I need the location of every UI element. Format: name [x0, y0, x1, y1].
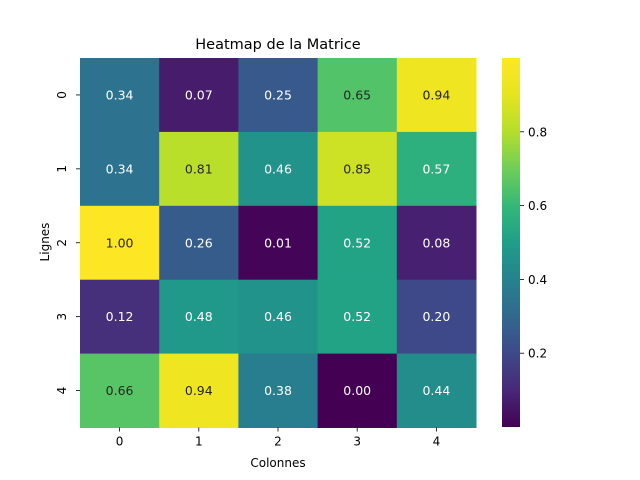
cell-value-label: 0.08	[422, 235, 450, 250]
chart-title: Heatmap de la Matrice	[195, 37, 361, 53]
heatmap-cell	[238, 131, 319, 207]
heatmap-cell	[396, 58, 477, 133]
cell-value-label: 0.20	[422, 309, 450, 324]
heatmap-cell	[317, 353, 398, 428]
heatmap-cell	[317, 131, 398, 207]
x-tick-label: 1	[195, 435, 203, 449]
heatmap-cell	[80, 205, 160, 281]
heatmap-cell	[317, 279, 398, 355]
cell-value-label: 0.94	[185, 383, 213, 398]
cell-value-label: 0.12	[106, 309, 134, 324]
colorbar-tick-label: 0.6	[528, 199, 547, 213]
x-tick-label: 0	[116, 435, 124, 449]
heatmap-cell	[238, 279, 319, 355]
y-axis: 0 1 2 3 4	[55, 91, 80, 394]
heatmap-cell	[159, 353, 239, 428]
colorbar-gradient	[502, 58, 520, 427]
cell-value-label: 0.01	[264, 235, 292, 250]
heatmap-cell	[80, 279, 160, 355]
heatmap-cell	[80, 58, 160, 133]
cell-value-label: 0.48	[185, 309, 213, 324]
heatmap-cell	[238, 205, 319, 281]
y-tick-label: 3	[55, 313, 69, 321]
cell-value-label: 0.94	[422, 87, 450, 102]
y-tick-label: 4	[55, 387, 69, 395]
heatmap-cell	[317, 205, 398, 281]
cell-value-label: 0.25	[264, 87, 292, 102]
cell-value-label: 0.81	[185, 161, 213, 176]
x-tick-label: 2	[274, 435, 282, 449]
cell-value-label: 0.46	[264, 161, 292, 176]
cell-value-label: 0.85	[343, 161, 371, 176]
y-tick-label: 1	[55, 165, 69, 173]
colorbar: 0.2 0.4 0.6 0.8	[502, 58, 547, 427]
y-tick-label: 2	[55, 239, 69, 247]
heatmap-grid: 0.34 0.07 0.25 0.65 0.94 0.34 0.81 0.46 0.85 0.57…	[80, 58, 477, 428]
cell-value-label: 0.52	[343, 235, 371, 250]
x-axis-label: Colonnes	[250, 456, 305, 470]
heatmap-cell	[80, 131, 160, 207]
cell-value-label: 0.34	[106, 161, 134, 176]
cell-value-label: 0.57	[422, 161, 450, 176]
colorbar-tick-label: 0.8	[528, 125, 547, 139]
heatmap-cell	[396, 353, 477, 428]
x-tick-label: 3	[353, 435, 361, 449]
y-tick-label: 0	[55, 91, 69, 99]
heatmap-cell	[159, 131, 239, 207]
colorbar-tick-label: 0.4	[528, 273, 547, 287]
heatmap-cell	[80, 353, 160, 428]
heatmap-cell	[396, 131, 477, 207]
cell-value-label: 0.07	[185, 87, 213, 102]
cell-value-label: 0.66	[106, 383, 134, 398]
cell-value-label: 0.46	[264, 309, 292, 324]
heatmap-cell	[159, 58, 239, 133]
cell-value-label: 0.44	[422, 383, 450, 398]
heatmap-cell	[396, 205, 477, 281]
y-axis-label: Lignes	[38, 223, 52, 262]
cell-value-label: 0.38	[264, 383, 292, 398]
colorbar-tick-label: 0.2	[528, 347, 547, 361]
heatmap-cell	[238, 58, 319, 133]
heatmap-cell	[238, 353, 319, 428]
cell-value-label: 0.00	[343, 383, 371, 398]
cell-value-label: 0.65	[343, 87, 371, 102]
heatmap-cell	[159, 205, 239, 281]
heatmap-cell	[396, 279, 477, 355]
cell-value-label: 0.52	[343, 309, 371, 324]
cell-value-label: 0.26	[185, 235, 213, 250]
x-tick-label: 4	[433, 435, 441, 449]
cell-value-label: 0.34	[106, 87, 134, 102]
cell-value-label: 1.00	[106, 235, 134, 250]
heatmap-cell	[317, 58, 398, 133]
heatmap-cell	[159, 279, 239, 355]
x-axis: 0 1 2 3 4	[116, 427, 441, 449]
